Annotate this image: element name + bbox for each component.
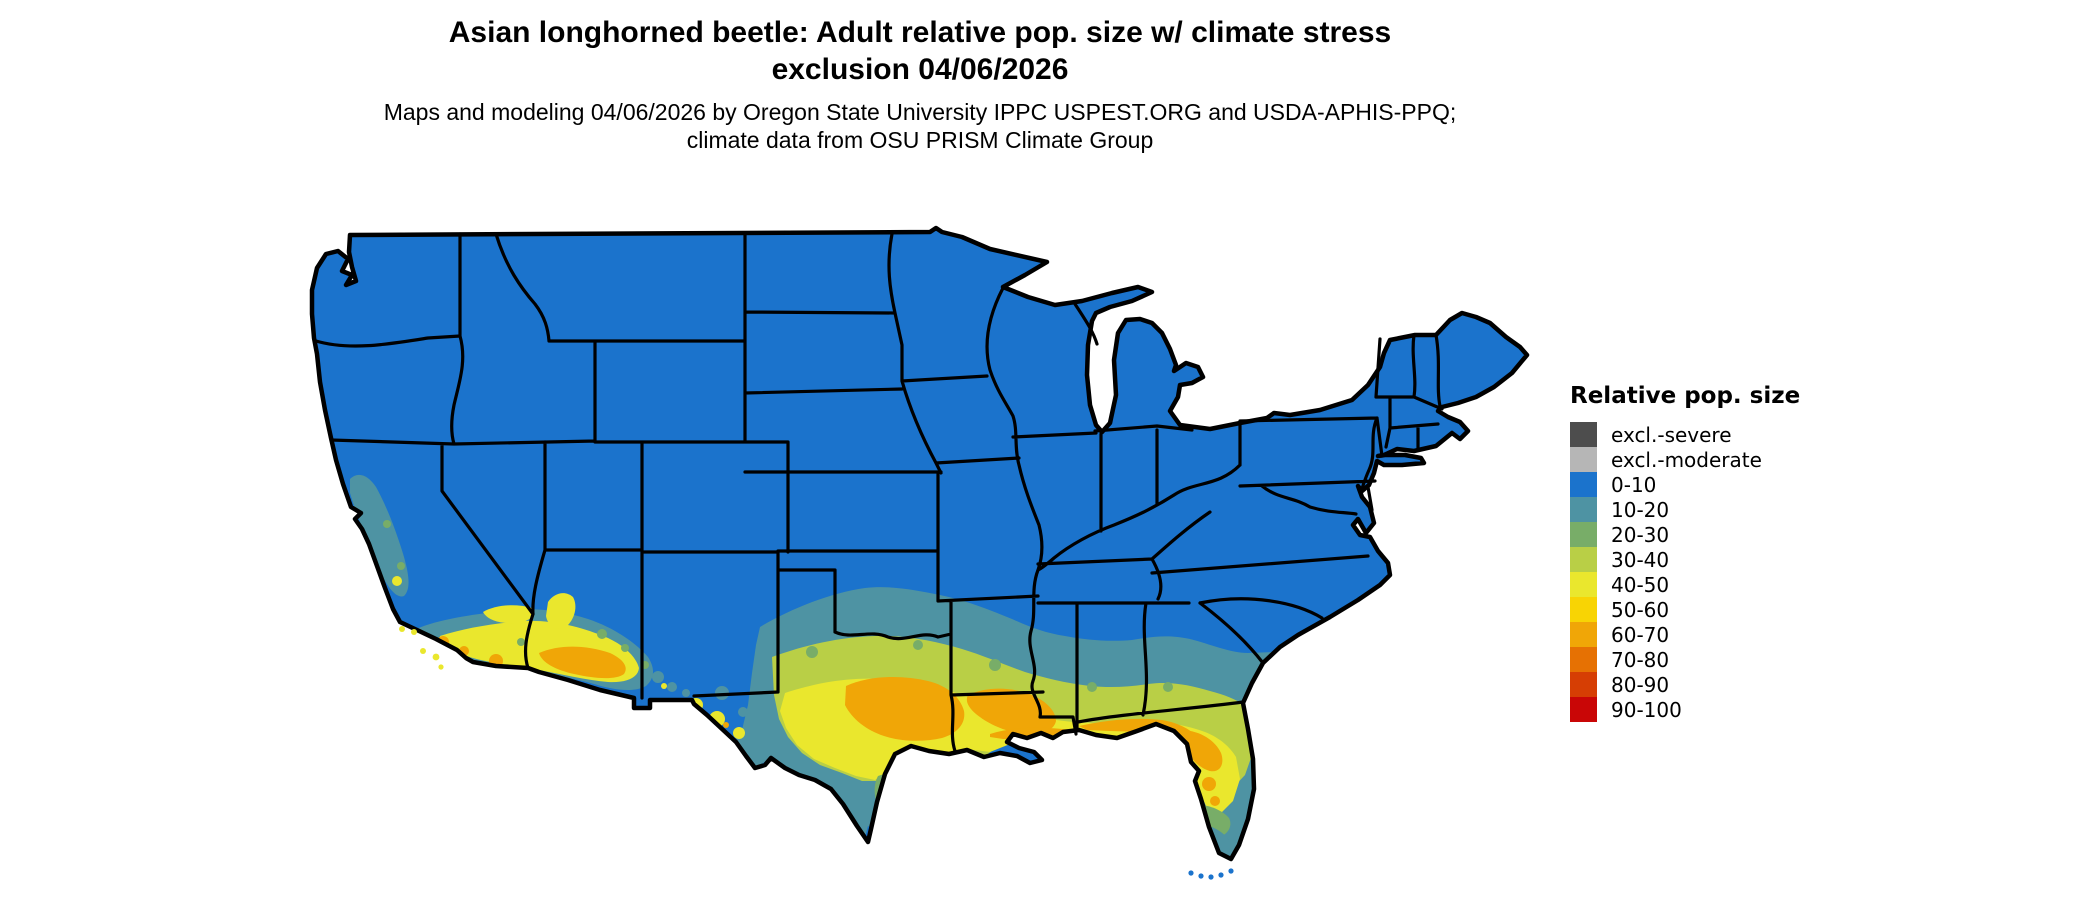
legend-label: excl.-severe bbox=[1611, 422, 1732, 447]
legend-item: 40-50 bbox=[1570, 572, 1800, 597]
legend-swatch bbox=[1570, 597, 1597, 622]
channel-islands-dots bbox=[399, 626, 444, 670]
us-map-canvas bbox=[290, 225, 1540, 880]
florida-keys-dots bbox=[1188, 868, 1234, 880]
state-borders bbox=[314, 232, 1444, 753]
legend-swatch bbox=[1570, 522, 1597, 547]
legend-item: 10-20 bbox=[1570, 497, 1800, 522]
page-title: Asian longhorned beetle: Adult relative … bbox=[448, 16, 1392, 86]
legend-swatch bbox=[1570, 622, 1597, 647]
legend-swatch bbox=[1570, 547, 1597, 572]
legend-label: 80-90 bbox=[1611, 672, 1670, 697]
header: Asian longhorned beetle: Adult relative … bbox=[0, 14, 1840, 154]
legend-label: 0-10 bbox=[1611, 472, 1657, 497]
overlay-60-70 bbox=[437, 636, 1223, 806]
legend-item: 90-100 bbox=[1570, 697, 1800, 722]
legend-label: 60-70 bbox=[1611, 622, 1670, 647]
overlay-10-20-south bbox=[877, 802, 1231, 857]
legend-item: 80-90 bbox=[1570, 672, 1800, 697]
legend-item: 60-70 bbox=[1570, 622, 1800, 647]
legend-item: excl.-moderate bbox=[1570, 447, 1800, 472]
legend-label: 50-60 bbox=[1611, 597, 1670, 622]
legend: Relative pop. size excl.-severe excl.-mod… bbox=[1570, 383, 1800, 722]
legend-item: 0-10 bbox=[1570, 472, 1800, 497]
legend-label: 90-100 bbox=[1611, 697, 1682, 722]
legend-swatch bbox=[1570, 697, 1597, 722]
legend-label: 20-30 bbox=[1611, 522, 1670, 547]
legend-label: excl.-moderate bbox=[1611, 447, 1762, 472]
legend-swatch bbox=[1570, 472, 1597, 497]
conus-base-fill bbox=[312, 228, 1527, 859]
legend-item: 20-30 bbox=[1570, 522, 1800, 547]
legend-title: Relative pop. size bbox=[1570, 383, 1801, 409]
legend-item: 70-80 bbox=[1570, 647, 1800, 672]
legend-swatch bbox=[1570, 422, 1597, 447]
legend-swatch bbox=[1570, 497, 1597, 522]
legend-label: 40-50 bbox=[1611, 572, 1670, 597]
legend-items: excl.-severe excl.-moderate 0-10 10-20 20-30… bbox=[1570, 422, 1800, 722]
legend-item: excl.-severe bbox=[1570, 422, 1800, 447]
us-map bbox=[290, 225, 1540, 892]
legend-item: 30-40 bbox=[1570, 547, 1800, 572]
legend-swatch bbox=[1570, 447, 1597, 472]
legend-swatch bbox=[1570, 572, 1597, 597]
legend-label: 10-20 bbox=[1611, 497, 1670, 522]
legend-label: 30-40 bbox=[1611, 547, 1670, 572]
legend-label: 70-80 bbox=[1611, 647, 1670, 672]
legend-swatch bbox=[1570, 647, 1597, 672]
legend-item: 50-60 bbox=[1570, 597, 1800, 622]
page-subtitle: Maps and modeling 04/06/2026 by Oregon S… bbox=[383, 99, 1457, 153]
legend-swatch bbox=[1570, 672, 1597, 697]
